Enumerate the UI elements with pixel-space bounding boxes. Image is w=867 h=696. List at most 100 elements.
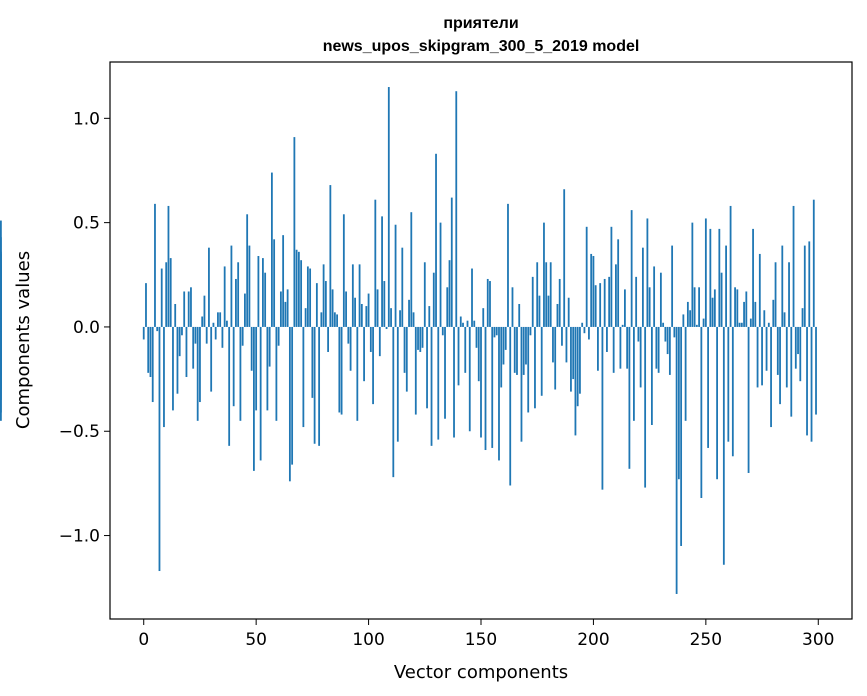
x-axis-ticks: 0 50 100 150 200 250 300	[138, 619, 834, 650]
bar-257	[720, 272, 723, 327]
bar-228	[655, 326, 658, 369]
bar-35	[221, 326, 224, 348]
bar-94	[354, 297, 356, 327]
bar-152	[484, 326, 487, 451]
bar-296	[808, 241, 811, 327]
bar-265	[738, 322, 741, 327]
bar-0	[142, 326, 145, 340]
bar-113	[396, 326, 399, 442]
bar-286	[785, 326, 788, 388]
bar-86	[336, 314, 338, 327]
bar-176	[538, 295, 541, 327]
bar-221	[639, 326, 642, 388]
bar-39	[230, 245, 233, 327]
bar-27	[203, 295, 206, 327]
bar-22	[192, 326, 195, 369]
bar-194	[579, 326, 581, 394]
bar-79	[320, 312, 323, 327]
bar-140	[457, 326, 460, 386]
bar-9	[163, 326, 165, 428]
bar-43	[239, 326, 242, 421]
bar-175	[536, 262, 539, 327]
bar-116	[403, 326, 406, 373]
bar-235	[671, 245, 674, 327]
bar-40	[232, 326, 235, 407]
y-tick-label: 0.0	[73, 318, 100, 338]
bar-62	[282, 235, 285, 327]
bar-19	[185, 326, 188, 378]
bar-138	[453, 326, 455, 438]
bar-205	[603, 278, 606, 327]
bar-223	[644, 326, 647, 488]
bar-64	[286, 289, 289, 327]
chart-subtitle: news_upos_skipgram_300_5_2019 model	[323, 38, 640, 55]
bar-238	[677, 326, 680, 480]
bar-202	[597, 326, 599, 371]
bar-206	[606, 326, 608, 352]
bar-291	[797, 326, 799, 355]
bar-undefined	[0, 326, 2, 332]
bar-18	[183, 291, 186, 327]
bar-183	[554, 326, 557, 390]
bar-50	[255, 326, 258, 411]
bar-69	[297, 251, 300, 327]
bar-217	[630, 210, 633, 327]
bar-2	[147, 326, 150, 373]
bar-272	[754, 301, 757, 327]
bar-275	[761, 326, 763, 386]
bar-227	[653, 266, 656, 327]
bar-137	[450, 197, 453, 327]
bar-231	[662, 322, 665, 327]
bar-58	[273, 239, 276, 327]
y-tick-label: 1.0	[73, 109, 100, 129]
bar-83	[329, 185, 332, 327]
bar-53	[262, 258, 264, 327]
bar-undefined	[0, 251, 2, 327]
bar-114	[399, 310, 401, 327]
x-tick-label: 200	[577, 630, 609, 650]
chart-title: приятели	[443, 15, 518, 32]
bar-103	[374, 199, 377, 327]
bar-156	[493, 326, 496, 338]
bar-20	[187, 291, 190, 327]
bar-82	[327, 326, 329, 352]
bar-33	[217, 312, 219, 327]
bar-46	[246, 214, 249, 327]
bar-73	[306, 266, 309, 327]
bar-222	[641, 247, 644, 327]
bar-185	[558, 278, 561, 327]
bar-151	[482, 308, 485, 327]
bar-74	[309, 268, 312, 327]
bar-269	[747, 326, 750, 473]
y-tick-label: −1.0	[59, 527, 100, 547]
x-tick-label: 100	[352, 630, 384, 650]
bar-11	[167, 205, 170, 327]
bar-125	[423, 262, 426, 327]
bar-37	[226, 320, 228, 327]
bar-105	[378, 326, 381, 357]
bar-91	[347, 326, 350, 344]
bar-178	[543, 222, 545, 327]
bar-198	[588, 326, 590, 340]
bar-224	[646, 218, 649, 327]
bar-127	[428, 306, 431, 327]
bar-288	[790, 326, 793, 417]
bar-237	[675, 326, 678, 594]
bar-135	[446, 287, 449, 327]
bar-259	[725, 245, 727, 327]
bar-270	[749, 318, 752, 327]
bar-series	[0, 87, 817, 594]
bar-264	[736, 289, 739, 327]
bar-246	[695, 324, 698, 327]
bar-4	[151, 326, 154, 403]
bar-197	[585, 226, 588, 327]
bar-179	[545, 262, 548, 327]
bar-66	[291, 326, 294, 465]
bar-129	[432, 272, 435, 327]
bar-98	[363, 326, 365, 382]
bar-187	[563, 189, 566, 327]
x-tick-label: 300	[802, 630, 834, 650]
bar-119	[410, 212, 413, 327]
bar-76	[313, 326, 316, 444]
